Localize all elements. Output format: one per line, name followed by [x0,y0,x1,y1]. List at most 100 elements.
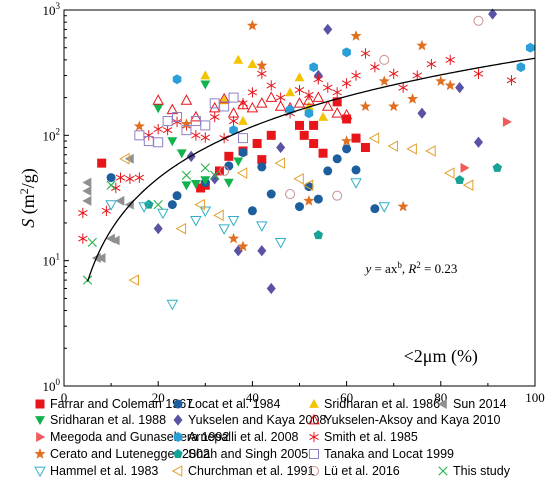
point-locat-et-al-1984 [295,202,304,212]
point-churchman-et-al-1991 [368,132,380,144]
point-smith-et-al-1985 [370,61,380,73]
point-cerato-and-lutenegger-2002 [378,75,390,86]
point-tanaka-and-locat-1999 [181,125,192,136]
point-farrar-and-coleman-1967 [309,139,319,149]
point-cerato-and-lutenegger-2002 [228,232,240,244]
point-smith-et-al-1985 [351,70,361,81]
point-yukselen-and-kaya-2008 [266,282,276,295]
fit-curve-layer [86,57,536,282]
point-hammel-et-al-1983 [105,200,117,211]
legend-marker [36,432,46,442]
x-tick-label: 0 [61,390,68,405]
point-tanaka-and-locat-1999 [219,101,230,112]
point-smith-et-al-1985 [412,70,422,81]
legend-label: Sun 2014 [453,397,507,411]
point-yukselen-aksoy-and-kaya-2010 [303,94,315,105]
point-smith-et-al-1985 [388,68,399,79]
point-l-et-al-2016 [332,190,343,201]
point-locat-et-al-1984 [266,189,276,199]
point-cerato-and-lutenegger-2002 [303,195,315,206]
point-churchman-et-al-1991 [213,209,224,222]
x-tick-label: 20 [152,390,165,405]
point-arnepalli-et-al-2008 [309,62,318,73]
legend-label: Smith et al. 1985 [324,430,418,444]
point-sridharan-et-al-1988 [167,137,178,147]
point-cerato-and-lutenegger-2002 [237,240,249,252]
x-tick-label: 60 [340,390,353,405]
point-yukselen-aksoy-and-kaya-2010 [331,107,343,118]
point-farrar-and-coleman-1967 [224,151,234,161]
point-this-study [200,163,210,173]
legend-item: Cerato and Lutenegger 2002 [34,447,210,461]
point-cerato-and-lutenegger-2002 [246,19,258,31]
point-yukselen-and-kaya-2008 [323,23,333,36]
point-farrar-and-coleman-1967 [332,97,342,107]
legend-marker [309,449,319,459]
point-this-study [87,237,97,248]
point-yukselen-and-kaya-2008 [417,107,427,119]
point-yukselen-aksoy-and-kaya-2010 [256,97,268,108]
point-smith-et-al-1985 [134,172,145,183]
point-cerato-and-lutenegger-2002 [397,200,409,212]
point-sridharan-et-al-1986 [200,70,211,80]
point-this-study [153,199,163,210]
point-l-et-al-2016 [285,189,296,200]
x-axis-title: <2μm (%) [404,346,478,367]
point-smith-et-al-1985 [473,68,484,79]
point-yukselen-and-kaya-2008 [153,223,163,235]
y-tick-label: 101 [43,252,61,269]
point-smith-et-al-1985 [445,54,455,66]
point-tanaka-and-locat-1999 [200,120,211,131]
legend-marker [171,465,183,477]
legend-marker [308,413,320,425]
point-yukselen-and-kaya-2008 [455,82,465,94]
point-smith-et-al-1985 [125,173,135,184]
point-smith-et-al-1985 [115,172,126,183]
point-sridharan-et-al-1986 [285,87,296,97]
point-smith-et-al-1985 [78,233,88,244]
point-hammel-et-al-1983 [157,208,169,220]
point-locat-et-al-1984 [323,166,333,176]
legend-marker [309,466,319,476]
point-cerato-and-lutenegger-2002 [406,93,419,104]
point-arnepalli-et-al-2008 [229,125,238,136]
point-cerato-and-lutenegger-2002 [444,79,456,91]
legend-marker [438,466,448,476]
point-yukselen-and-kaya-2008 [276,141,286,154]
y-tick-label: 103 [43,1,61,18]
point-locat-et-al-1984 [313,194,323,204]
legend-label: Arnepalli et al. 2008 [188,430,299,444]
point-locat-et-al-1984 [342,144,352,154]
point-sun-2014 [82,195,92,206]
legend-marker [437,399,447,409]
power-fit-curve [86,57,536,282]
legend-marker [35,416,45,426]
point-hammel-et-al-1983 [256,221,268,232]
point-hammel-et-al-1983 [199,206,212,218]
point-smith-et-al-1985 [294,84,305,96]
point-sridharan-et-al-1988 [233,157,244,167]
point-arnepalli-et-al-2008 [172,74,182,85]
point-yukselen-and-kaya-2008 [488,8,498,20]
point-smith-et-al-1985 [191,130,201,141]
y-axis-title: S (m2/g) [17,168,39,228]
point-churchman-et-al-1991 [425,145,436,157]
legend-item: Yukselen-Aksoy and Kaya 2010 [308,413,501,427]
point-yukselen-aksoy-and-kaya-2010 [218,92,230,104]
point-smith-et-al-1985 [313,74,324,85]
point-this-study [106,180,116,190]
point-tanaka-and-locat-1999 [162,116,173,127]
point-l-et-al-2016 [473,15,484,26]
point-locat-et-al-1984 [224,161,234,171]
fit-equation-annotation: y = axb, R2 = 0.23 [363,260,457,276]
point-farrar-and-coleman-1967 [299,130,309,140]
point-sridharan-et-al-1988 [181,181,192,191]
legend-item: Shah and Singh 2005 [173,447,308,461]
point-sridharan-et-al-1988 [176,149,187,159]
point-tanaka-and-locat-1999 [134,130,145,141]
legend-label: This study [453,464,511,478]
point-tanaka-and-locat-1999 [153,137,164,148]
point-yukselen-aksoy-and-kaya-2010 [321,100,334,111]
point-this-study [181,170,192,180]
point-farrar-and-coleman-1967 [257,155,267,165]
